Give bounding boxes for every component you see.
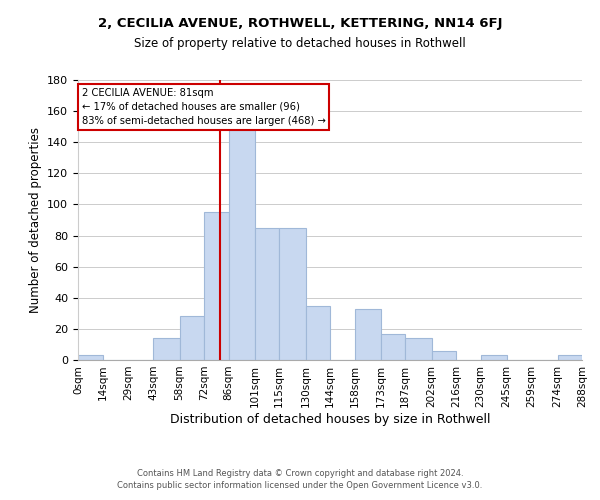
Bar	[381, 334, 405, 360]
Bar	[405, 338, 431, 360]
Bar	[255, 228, 279, 360]
Bar	[355, 308, 381, 360]
Bar	[78, 356, 103, 360]
Bar	[229, 130, 255, 360]
Bar	[557, 356, 582, 360]
Bar	[153, 338, 179, 360]
Text: 2 CECILIA AVENUE: 81sqm
← 17% of detached houses are smaller (96)
83% of semi-de: 2 CECILIA AVENUE: 81sqm ← 17% of detache…	[82, 88, 325, 126]
Bar	[279, 228, 305, 360]
Bar	[431, 350, 456, 360]
Y-axis label: Number of detached properties: Number of detached properties	[29, 127, 41, 313]
Text: Contains HM Land Registry data © Crown copyright and database right 2024.: Contains HM Land Registry data © Crown c…	[137, 468, 463, 477]
Bar	[204, 212, 229, 360]
X-axis label: Distribution of detached houses by size in Rothwell: Distribution of detached houses by size …	[170, 412, 490, 426]
Text: Contains public sector information licensed under the Open Government Licence v3: Contains public sector information licen…	[118, 481, 482, 490]
Bar	[481, 356, 507, 360]
Text: Size of property relative to detached houses in Rothwell: Size of property relative to detached ho…	[134, 38, 466, 51]
Bar	[179, 316, 204, 360]
Text: 2, CECILIA AVENUE, ROTHWELL, KETTERING, NN14 6FJ: 2, CECILIA AVENUE, ROTHWELL, KETTERING, …	[98, 18, 502, 30]
Bar	[305, 306, 330, 360]
